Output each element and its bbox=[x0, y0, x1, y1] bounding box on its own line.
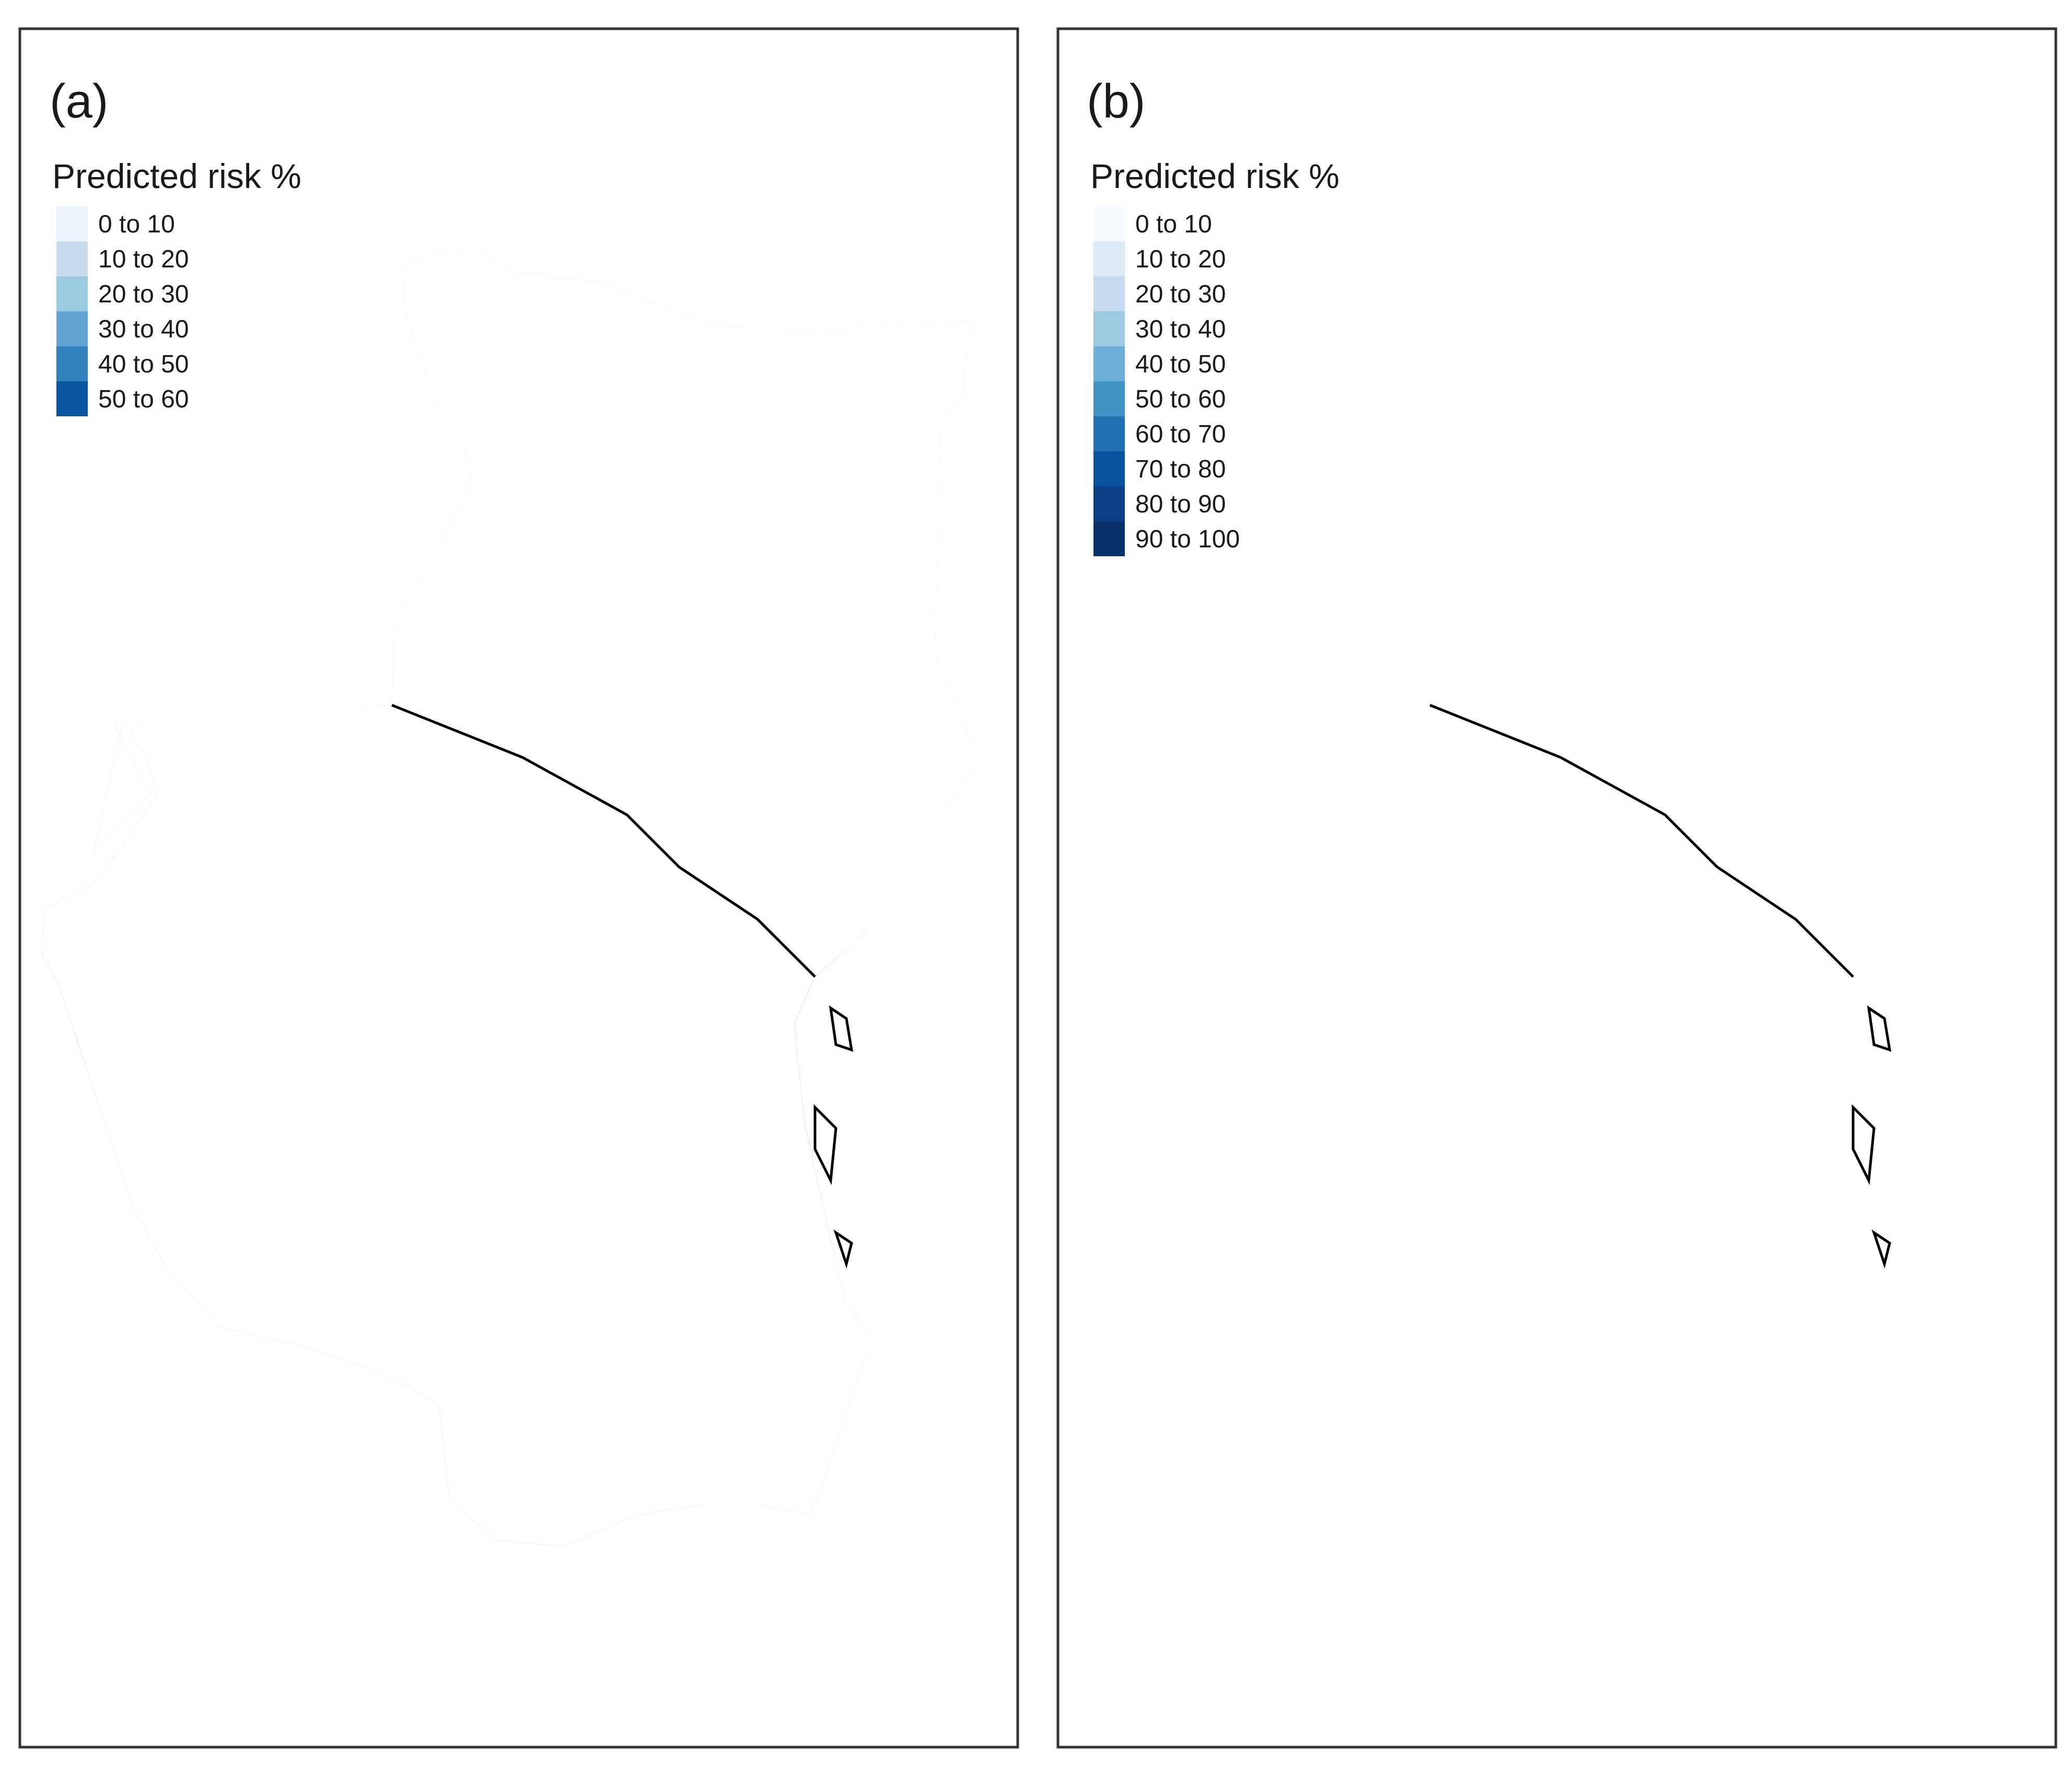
legend-label: 80 to 90 bbox=[1135, 490, 1226, 518]
legend-swatch bbox=[56, 346, 88, 381]
legend-label: 20 to 30 bbox=[1135, 280, 1226, 308]
legend-swatch bbox=[1093, 451, 1125, 486]
legend-label: 20 to 30 bbox=[98, 280, 189, 308]
legend-swatch bbox=[1093, 486, 1125, 521]
kenya-tanzania-border bbox=[1429, 704, 1854, 978]
legend-label: 30 to 40 bbox=[98, 315, 189, 343]
legend-label: 0 to 10 bbox=[98, 210, 175, 238]
legend-label: 30 to 40 bbox=[1135, 315, 1226, 343]
legend-swatch bbox=[1093, 521, 1125, 556]
legend-label: 60 to 70 bbox=[1135, 420, 1226, 448]
panel-a: (a) Predicted risk % 0 to 10 10 to 20 20 t… bbox=[18, 27, 1019, 1749]
kenya-tanzania-border bbox=[391, 704, 816, 978]
islands-a bbox=[813, 1005, 854, 1269]
legend-label: 10 to 20 bbox=[98, 245, 189, 273]
panel-b: (b) Predicted risk % 0 to 10 10 to 20 20 t… bbox=[1056, 27, 2057, 1749]
islands-b bbox=[1852, 1005, 1892, 1269]
legend-swatch bbox=[56, 311, 88, 346]
panel-a-label: (a) bbox=[50, 75, 108, 128]
panel-a-legend: 0 to 10 10 to 20 20 to 30 30 to 40 40 to 50 5… bbox=[56, 206, 189, 416]
legend-swatch bbox=[1093, 241, 1125, 276]
legend-label: 50 to 60 bbox=[1135, 385, 1226, 413]
legend-swatch bbox=[1093, 346, 1125, 381]
legend-label: 10 to 20 bbox=[1135, 245, 1226, 273]
legend-swatch bbox=[1093, 206, 1125, 241]
legend-swatch bbox=[1093, 416, 1125, 451]
legend-swatch bbox=[1093, 311, 1125, 346]
legend-label: 40 to 50 bbox=[1135, 350, 1226, 378]
panel-b-legend: 0 to 10 10 to 20 20 to 30 30 to 40 40 to 50 5… bbox=[1093, 206, 1240, 556]
legend-swatch bbox=[56, 276, 88, 311]
legend-label: 90 to 100 bbox=[1135, 525, 1240, 553]
legend-swatch bbox=[56, 206, 88, 241]
legend-swatch bbox=[1093, 276, 1125, 311]
legend-label: 40 to 50 bbox=[98, 350, 189, 378]
legend-swatch bbox=[56, 381, 88, 416]
legend-swatch bbox=[1093, 381, 1125, 416]
legend-label: 50 to 60 bbox=[98, 385, 189, 413]
panel-b-legend-title: Predicted risk % bbox=[1090, 157, 1340, 195]
legend-label: 0 to 10 bbox=[1135, 210, 1212, 238]
legend-swatch bbox=[56, 241, 88, 276]
panel-a-legend-title: Predicted risk % bbox=[52, 157, 301, 195]
panel-b-label: (b) bbox=[1087, 75, 1145, 128]
legend-label: 70 to 80 bbox=[1135, 455, 1226, 483]
